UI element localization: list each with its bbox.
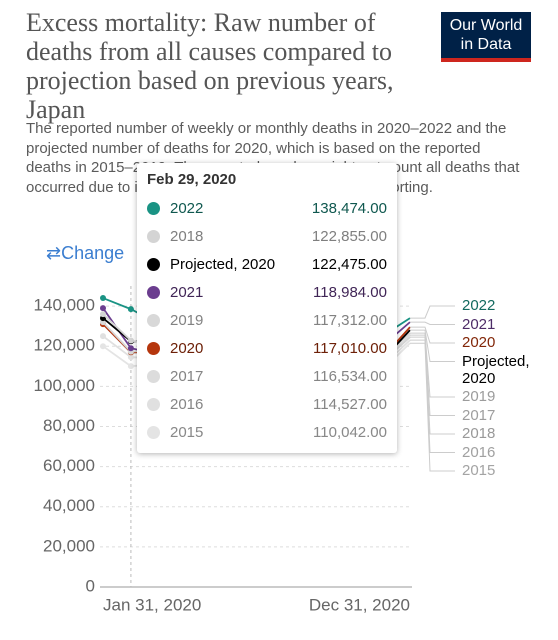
tooltip-name: 2021 (170, 283, 204, 301)
y-tick-label: 0 (86, 576, 95, 595)
tooltip-name: 2015 (170, 423, 204, 441)
y-tick-label: 100,000 (34, 376, 95, 395)
legend-label: 2018 (462, 425, 496, 442)
logo-line: Our World (449, 17, 523, 34)
tooltip-dot (147, 285, 160, 299)
tooltip-dot (147, 425, 160, 439)
tooltip-row: 2018 122,855.00 (147, 222, 387, 250)
tooltip-value: 122,855.00 (311, 227, 387, 245)
tooltip-value: 138,474.00 (311, 199, 387, 217)
change-button[interactable]: ⇄Change (46, 243, 124, 264)
tooltip-name: 2018 (170, 227, 204, 245)
point (100, 311, 106, 318)
legend-label: 2015 (462, 462, 496, 479)
legend-connector (410, 339, 455, 453)
y-tick-label: 140,000 (34, 296, 95, 315)
tooltip-value: 117,010.00 (313, 339, 387, 357)
legend-label: 2016 (462, 443, 496, 461)
tooltip-value: 116,534.00 (313, 367, 387, 385)
tooltip-row: 2015 110,042.00 (147, 418, 387, 446)
x-tick-label: Jan 31, 2020 (103, 595, 201, 614)
logo-line: in Data (460, 36, 512, 53)
tooltip-title: Feb 29, 2020 (147, 171, 237, 188)
tooltip-dot (147, 397, 160, 411)
tooltip-name: 2017 (170, 367, 204, 385)
legend-label: 2017 (462, 406, 496, 424)
tooltip-row: 2016 114,527.00 (147, 390, 387, 418)
legend-label: 2020 (462, 334, 496, 351)
tooltip-row: 2022 138,474.00 (147, 194, 387, 222)
point (100, 305, 106, 312)
tooltip-name: 2022 (170, 199, 204, 217)
y-tick-label: 20,000 (43, 536, 95, 555)
tooltip-value: 117,312.00 (313, 311, 387, 329)
legend-connector (410, 326, 455, 344)
tooltip-value: 122,475.00 (311, 255, 387, 273)
legend-connector (410, 334, 455, 416)
point (127, 306, 134, 313)
legend-label: Projected, 2020 (462, 352, 530, 387)
legend-label: 2021 (462, 315, 496, 333)
tooltip: Feb 29, 2020 2022 138,474.00 2018 122,855.0… (137, 163, 397, 453)
tooltip-value: 114,527.00 (313, 395, 387, 413)
legend-connector (410, 329, 455, 362)
y-tick-label: 40,000 (43, 496, 95, 515)
point (127, 363, 134, 370)
point (127, 337, 134, 344)
legend-connector (410, 336, 455, 435)
tooltip-row: 2021 118,984.00 (147, 278, 387, 306)
point (100, 343, 106, 350)
legend-label: 2019 (462, 388, 496, 405)
point (100, 333, 106, 340)
logo[interactable]: Our World in Data (441, 12, 531, 62)
chart-title: Excess mortality: Raw number of deaths f… (26, 8, 394, 124)
tooltip-name: 2019 (170, 311, 204, 329)
swap-icon: ⇄ (46, 243, 62, 263)
legend-connector (410, 332, 455, 398)
tooltip-dot (147, 313, 160, 327)
legend-connector (410, 342, 455, 472)
tooltip-row: 2017 116,534.00 (147, 362, 387, 390)
tooltip-dot (147, 201, 160, 215)
tooltip-value: 118,984.00 (313, 283, 387, 301)
y-tick-label: 60,000 (43, 456, 95, 475)
y-tick-label: 80,000 (43, 416, 95, 435)
tooltip-name: Projected, 2020 (170, 255, 276, 273)
legend-connector (410, 305, 455, 319)
tooltip-row: 2020 117,010.00 (147, 334, 387, 362)
tooltip-name: 2020 (170, 339, 204, 357)
point (127, 345, 134, 352)
tooltip-dot (147, 341, 160, 355)
tooltip-value: 110,042.00 (313, 423, 387, 441)
tooltip-row: Projected, 2020 122,475.00 (147, 250, 387, 278)
tooltip-name: 2016 (170, 395, 204, 413)
button-label: Change (61, 243, 125, 263)
x-tick-label: Dec 31, 2020 (309, 595, 410, 614)
tooltip-row: 2019 117,312.00 (147, 306, 387, 334)
legend-label: 2022 (462, 297, 496, 314)
tooltip-dot (147, 257, 160, 271)
y-tick-label: 120,000 (34, 336, 95, 355)
point (100, 295, 106, 302)
legend-connector (410, 321, 455, 325)
tooltip-dot (147, 369, 160, 383)
tooltip-dot (147, 229, 160, 243)
